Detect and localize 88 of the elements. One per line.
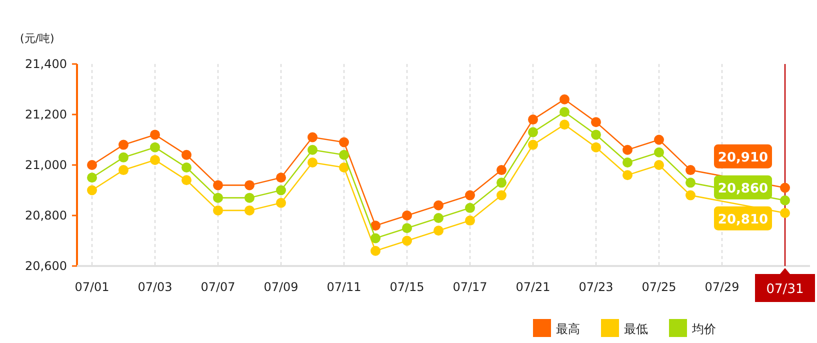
point bbox=[244, 180, 254, 190]
y-tick-label: 21,400 bbox=[25, 57, 67, 71]
y-tick-label: 21,200 bbox=[25, 108, 67, 122]
point bbox=[686, 165, 696, 176]
x-tick-label: 07/15 bbox=[390, 280, 424, 294]
point bbox=[213, 192, 223, 203]
data-label: 20,810 bbox=[718, 212, 768, 228]
point bbox=[182, 175, 192, 186]
data-label: 20,910 bbox=[718, 150, 768, 166]
point bbox=[370, 246, 380, 256]
point bbox=[465, 202, 475, 213]
point bbox=[528, 127, 538, 138]
y-axis-title: (元/吨) bbox=[20, 32, 54, 45]
data-label: 20,860 bbox=[718, 181, 768, 196]
point bbox=[118, 140, 128, 150]
point bbox=[308, 132, 318, 142]
y-tick-label: 21,000 bbox=[25, 158, 67, 172]
x-tick-label: 07/09 bbox=[264, 280, 298, 294]
point bbox=[150, 142, 160, 152]
y-tick-label: 20,800 bbox=[25, 208, 67, 222]
point bbox=[622, 157, 632, 168]
point bbox=[465, 216, 475, 226]
highlighted-axis-label: 07/31 bbox=[755, 268, 815, 302]
x-tick-label: 07/31 bbox=[766, 282, 804, 297]
point bbox=[370, 233, 380, 244]
point bbox=[276, 185, 286, 196]
point bbox=[370, 220, 380, 231]
point bbox=[434, 213, 444, 224]
x-tick-label: 07/23 bbox=[578, 280, 614, 294]
point bbox=[339, 150, 349, 160]
point bbox=[780, 208, 790, 218]
x-tick-label: 07/21 bbox=[516, 280, 550, 294]
point bbox=[118, 165, 128, 176]
point bbox=[150, 130, 160, 140]
point bbox=[496, 178, 506, 188]
point bbox=[780, 195, 790, 206]
point bbox=[622, 144, 632, 155]
legend-label: 最低 bbox=[624, 322, 648, 336]
point bbox=[87, 185, 97, 196]
x-tick-label: 07/07 bbox=[200, 280, 236, 294]
point bbox=[402, 236, 412, 246]
point bbox=[496, 190, 506, 200]
point bbox=[465, 190, 475, 200]
x-tick-label: 07/17 bbox=[452, 280, 488, 294]
point bbox=[276, 198, 286, 208]
x-tick-label: 07/01 bbox=[74, 280, 110, 294]
point bbox=[591, 117, 601, 128]
point bbox=[150, 154, 160, 165]
point bbox=[213, 180, 223, 190]
x-tick-label: 07/11 bbox=[326, 280, 362, 294]
x-tick-label: 07/03 bbox=[138, 280, 172, 294]
point bbox=[528, 114, 538, 125]
point bbox=[244, 192, 254, 203]
point bbox=[276, 172, 286, 183]
point bbox=[244, 205, 254, 216]
point bbox=[560, 120, 570, 130]
point bbox=[434, 226, 444, 236]
point bbox=[686, 178, 696, 188]
point bbox=[560, 106, 570, 117]
point bbox=[622, 170, 632, 180]
point bbox=[654, 147, 664, 158]
point bbox=[560, 94, 570, 104]
point bbox=[402, 210, 412, 220]
point bbox=[213, 205, 223, 216]
point bbox=[780, 182, 790, 193]
point bbox=[308, 144, 318, 155]
x-tick-label: 07/25 bbox=[642, 280, 676, 294]
point bbox=[686, 190, 696, 200]
point bbox=[654, 160, 664, 170]
point bbox=[591, 130, 601, 140]
point bbox=[87, 160, 97, 170]
point bbox=[118, 152, 128, 162]
point bbox=[339, 162, 349, 173]
legend-label: 最高 bbox=[556, 322, 580, 336]
point bbox=[402, 223, 412, 234]
point bbox=[591, 142, 601, 152]
point bbox=[87, 172, 97, 183]
y-tick-label: 20,600 bbox=[25, 259, 67, 273]
point bbox=[308, 157, 318, 168]
point bbox=[434, 200, 444, 210]
point bbox=[528, 140, 538, 150]
point bbox=[182, 162, 192, 173]
legend-label: 均价 bbox=[691, 322, 716, 336]
point bbox=[182, 150, 192, 160]
point bbox=[654, 134, 664, 145]
x-tick-label: 07/29 bbox=[704, 280, 740, 294]
point bbox=[496, 165, 506, 176]
point bbox=[339, 137, 349, 148]
